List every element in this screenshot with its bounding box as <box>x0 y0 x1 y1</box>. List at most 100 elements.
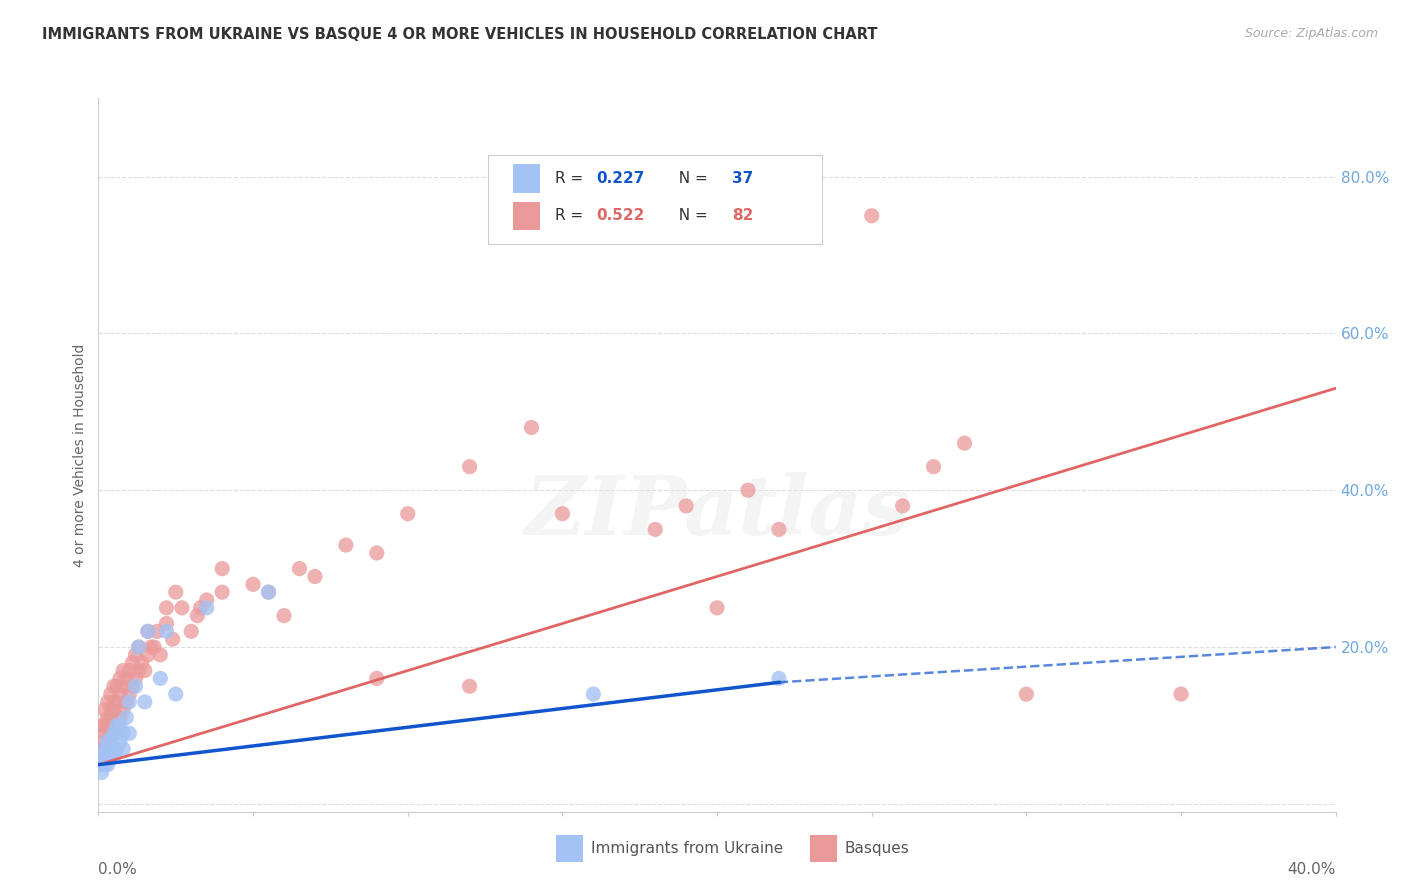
Point <box>105 679 128 693</box>
Point <box>105 718 128 732</box>
Point <box>97 734 120 748</box>
Text: Source: ZipAtlas.com: Source: ZipAtlas.com <box>1244 27 1378 40</box>
Point <box>93 742 115 756</box>
Point <box>458 459 481 474</box>
Point <box>190 600 212 615</box>
Point <box>170 600 193 615</box>
Point <box>396 507 419 521</box>
Text: 0.227: 0.227 <box>596 171 644 186</box>
Point <box>273 608 295 623</box>
Point <box>165 687 187 701</box>
Point <box>112 703 135 717</box>
Point <box>737 483 759 498</box>
Text: 0.522: 0.522 <box>596 209 644 223</box>
Point <box>90 765 112 780</box>
Text: 40.0%: 40.0% <box>1288 862 1336 877</box>
Point <box>97 757 120 772</box>
Point <box>257 585 280 599</box>
Point <box>520 420 543 434</box>
Point <box>644 523 666 537</box>
Point <box>768 672 790 686</box>
Point <box>105 718 128 732</box>
Point <box>335 538 357 552</box>
Point <box>93 749 115 764</box>
Point <box>155 624 177 639</box>
Point <box>90 757 112 772</box>
Point <box>105 726 128 740</box>
Point <box>860 209 883 223</box>
Point <box>134 664 156 678</box>
Point <box>366 672 388 686</box>
Text: ZIPatlas: ZIPatlas <box>524 472 910 552</box>
Point <box>162 632 184 647</box>
Point <box>675 499 697 513</box>
Point <box>134 695 156 709</box>
Text: N =: N = <box>669 171 713 186</box>
Point <box>115 672 138 686</box>
Point <box>257 585 280 599</box>
Point <box>103 742 125 756</box>
Point <box>304 569 326 583</box>
Text: Basques: Basques <box>845 840 910 855</box>
Point <box>97 742 120 756</box>
Point <box>103 703 125 717</box>
Point <box>128 640 150 654</box>
Point <box>100 711 122 725</box>
Text: 82: 82 <box>733 209 754 223</box>
Point <box>131 656 153 670</box>
Point <box>90 734 112 748</box>
Text: 37: 37 <box>733 171 754 186</box>
Point <box>97 718 120 732</box>
Point <box>139 640 162 654</box>
Point <box>103 679 125 693</box>
Text: Immigrants from Ukraine: Immigrants from Ukraine <box>591 840 783 855</box>
Point <box>124 672 146 686</box>
Point <box>108 672 131 686</box>
Point <box>1170 687 1192 701</box>
Point <box>288 561 311 575</box>
Point <box>90 718 112 732</box>
Point <box>582 687 605 701</box>
Point <box>1015 687 1038 701</box>
Point <box>108 711 131 725</box>
Point <box>366 546 388 560</box>
Point <box>112 742 135 756</box>
Point <box>90 742 112 756</box>
Point <box>211 585 233 599</box>
FancyBboxPatch shape <box>557 835 583 862</box>
Point <box>155 600 177 615</box>
Point <box>953 436 976 450</box>
Point <box>242 577 264 591</box>
Point <box>112 726 135 740</box>
Point <box>146 624 169 639</box>
Point <box>136 648 159 662</box>
Point <box>118 726 141 740</box>
Point <box>136 624 159 639</box>
Point <box>93 718 115 732</box>
Point <box>124 648 146 662</box>
Point <box>128 664 150 678</box>
Point <box>90 757 112 772</box>
Point <box>118 695 141 709</box>
Point <box>458 679 481 693</box>
Point <box>103 718 125 732</box>
Text: IMMIGRANTS FROM UKRAINE VS BASQUE 4 OR MORE VEHICLES IN HOUSEHOLD CORRELATION CH: IMMIGRANTS FROM UKRAINE VS BASQUE 4 OR M… <box>42 27 877 42</box>
Text: R =: R = <box>555 171 588 186</box>
Point <box>768 523 790 537</box>
Point <box>112 664 135 678</box>
Point <box>108 687 131 701</box>
Text: R =: R = <box>555 209 588 223</box>
Text: N =: N = <box>669 209 713 223</box>
Point <box>149 672 172 686</box>
Point <box>93 757 115 772</box>
Point <box>124 679 146 693</box>
Point <box>143 640 166 654</box>
Point <box>136 624 159 639</box>
Point <box>100 726 122 740</box>
Point <box>186 608 208 623</box>
Point <box>165 585 187 599</box>
Point <box>105 742 128 756</box>
Point <box>128 640 150 654</box>
Point <box>97 711 120 725</box>
Point <box>105 695 128 709</box>
